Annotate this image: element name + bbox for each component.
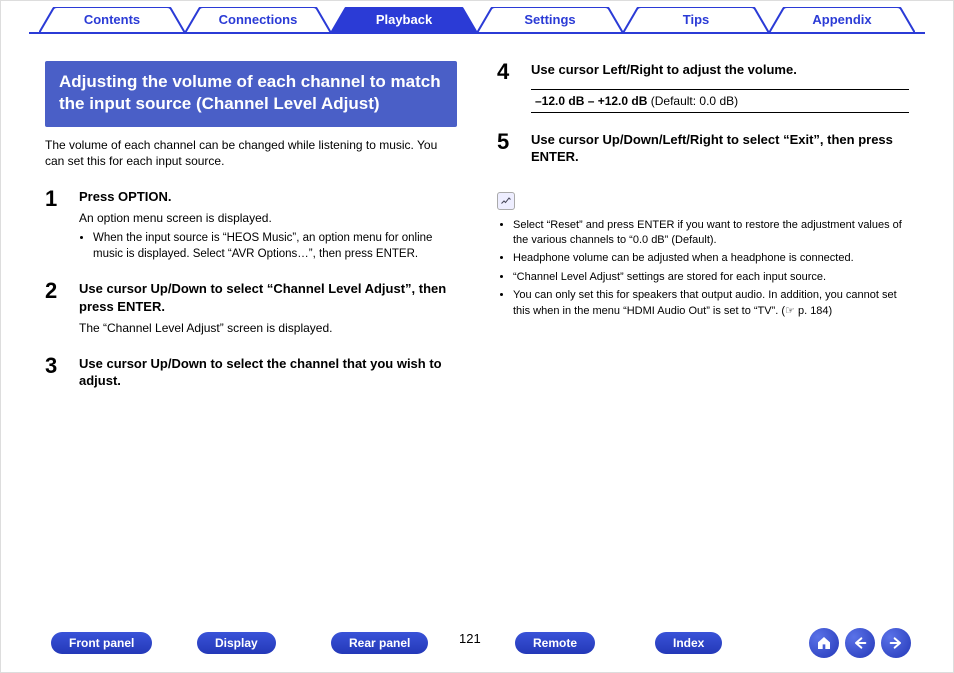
step-title: Use cursor Up/Down/Left/Right to select … (531, 131, 909, 166)
range-strong: –12.0 dB – +12.0 dB (535, 94, 647, 108)
step-1: 1 Press OPTION. An option menu screen is… (45, 188, 457, 263)
step-number: 2 (45, 280, 65, 336)
step-number: 1 (45, 188, 65, 263)
step-title: Use cursor Up/Down to select “Channel Le… (79, 280, 457, 315)
step-3: 3 Use cursor Up/Down to select the chann… (45, 355, 457, 390)
range-rest: (Default: 0.0 dB) (647, 94, 738, 108)
left-column: Adjusting the volume of each channel to … (45, 61, 457, 602)
step-number: 3 (45, 355, 65, 390)
tab-label: Settings (524, 12, 575, 27)
notes-list: Select “Reset” and press ENTER if you wa… (497, 218, 909, 319)
step-title: Press OPTION. (79, 188, 457, 206)
step-number: 4 (497, 61, 517, 113)
step-title: Use cursor Up/Down to select the channel… (79, 355, 457, 390)
tab-label: Tips (683, 12, 710, 27)
section-heading: Adjusting the volume of each channel to … (45, 61, 457, 127)
link-display[interactable]: Display (197, 632, 276, 654)
bottom-bar: Front panel Display Rear panel 121 Remot… (1, 628, 953, 658)
tab-label: Appendix (812, 12, 871, 27)
tab-settings[interactable]: Settings (477, 7, 623, 33)
step-2: 2 Use cursor Up/Down to select “Channel … (45, 280, 457, 336)
note-item: Headphone volume can be adjusted when a … (513, 251, 909, 266)
intro-text: The volume of each channel can be change… (45, 137, 457, 169)
note-item: “Channel Level Adjust” settings are stor… (513, 270, 909, 285)
step-5: 5 Use cursor Up/Down/Left/Right to selec… (497, 131, 909, 166)
top-tab-bar: Contents Connections Playback Settings T… (1, 7, 953, 43)
next-page-button[interactable] (881, 628, 911, 658)
arrow-right-icon (888, 635, 904, 651)
tab-connections[interactable]: Connections (185, 7, 331, 33)
tab-contents[interactable]: Contents (39, 7, 185, 33)
home-icon (816, 635, 832, 651)
top-rule (29, 32, 925, 34)
right-column: 4 Use cursor Left/Right to adjust the vo… (497, 61, 909, 602)
step-4: 4 Use cursor Left/Right to adjust the vo… (497, 61, 909, 113)
step-desc: The “Channel Level Adjust” screen is dis… (79, 320, 457, 336)
arrow-left-icon (852, 635, 868, 651)
content-area: Adjusting the volume of each channel to … (45, 61, 909, 602)
step-desc: An option menu screen is displayed. (79, 210, 457, 226)
link-rear-panel[interactable]: Rear panel (331, 632, 428, 654)
page-number: 121 (459, 631, 481, 646)
step-title: Use cursor Left/Right to adjust the volu… (531, 61, 909, 79)
tab-label: Playback (376, 12, 432, 27)
note-icon (497, 192, 515, 210)
tab-label: Contents (84, 12, 140, 27)
link-index[interactable]: Index (655, 632, 722, 654)
step-subitem: When the input source is “HEOS Music”, a… (93, 231, 457, 262)
prev-page-button[interactable] (845, 628, 875, 658)
link-front-panel[interactable]: Front panel (51, 632, 152, 654)
tab-label: Connections (219, 12, 298, 27)
tab-appendix[interactable]: Appendix (769, 7, 915, 33)
value-range: –12.0 dB – +12.0 dB (Default: 0.0 dB) (531, 89, 909, 113)
tab-playback[interactable]: Playback (331, 7, 477, 33)
home-button[interactable] (809, 628, 839, 658)
note-item: Select “Reset” and press ENTER if you wa… (513, 218, 909, 249)
tab-tips[interactable]: Tips (623, 7, 769, 33)
note-item: You can only set this for speakers that … (513, 288, 909, 319)
link-remote[interactable]: Remote (515, 632, 595, 654)
step-number: 5 (497, 131, 517, 166)
